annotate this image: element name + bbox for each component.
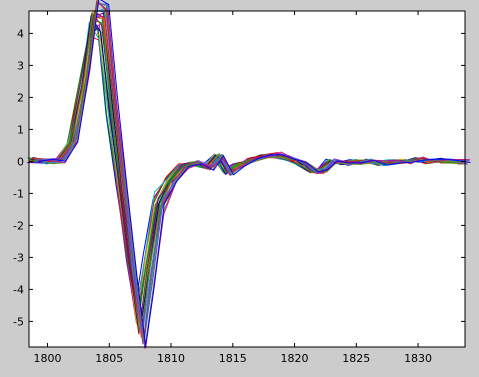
x-tick-label: 1805 bbox=[95, 352, 123, 365]
axes-background bbox=[29, 11, 465, 347]
y-tick-label: 2 bbox=[17, 91, 24, 104]
x-tick-label: 1810 bbox=[157, 352, 185, 365]
series-line bbox=[37, 1, 471, 349]
series-line bbox=[38, 0, 471, 347]
series-group bbox=[27, 0, 471, 349]
y-tick-label: 1 bbox=[17, 123, 24, 136]
y-axis: -5 -4 -3 -2 -1 0 1 2 3 4 bbox=[13, 27, 465, 328]
y-tick-label: -1 bbox=[13, 187, 24, 200]
x-axis: 1800 1805 1810 1815 1820 1825 1830 bbox=[34, 11, 432, 365]
x-tick-label: 1815 bbox=[219, 352, 247, 365]
y-tick-label: 3 bbox=[17, 59, 24, 72]
y-tick-label: -3 bbox=[13, 251, 24, 264]
x-tick-label: 1830 bbox=[404, 352, 432, 365]
x-tick-label: 1800 bbox=[34, 352, 62, 365]
y-tick-label: 0 bbox=[17, 155, 24, 168]
y-tick-label: -4 bbox=[13, 283, 24, 296]
x-tick-label: 1820 bbox=[281, 352, 309, 365]
y-tick-label: -2 bbox=[13, 219, 24, 232]
y-tick-label: 4 bbox=[17, 27, 24, 40]
x-tick-label: 1825 bbox=[342, 352, 370, 365]
y-tick-label: -5 bbox=[13, 315, 24, 328]
axes-frame bbox=[28, 10, 466, 348]
